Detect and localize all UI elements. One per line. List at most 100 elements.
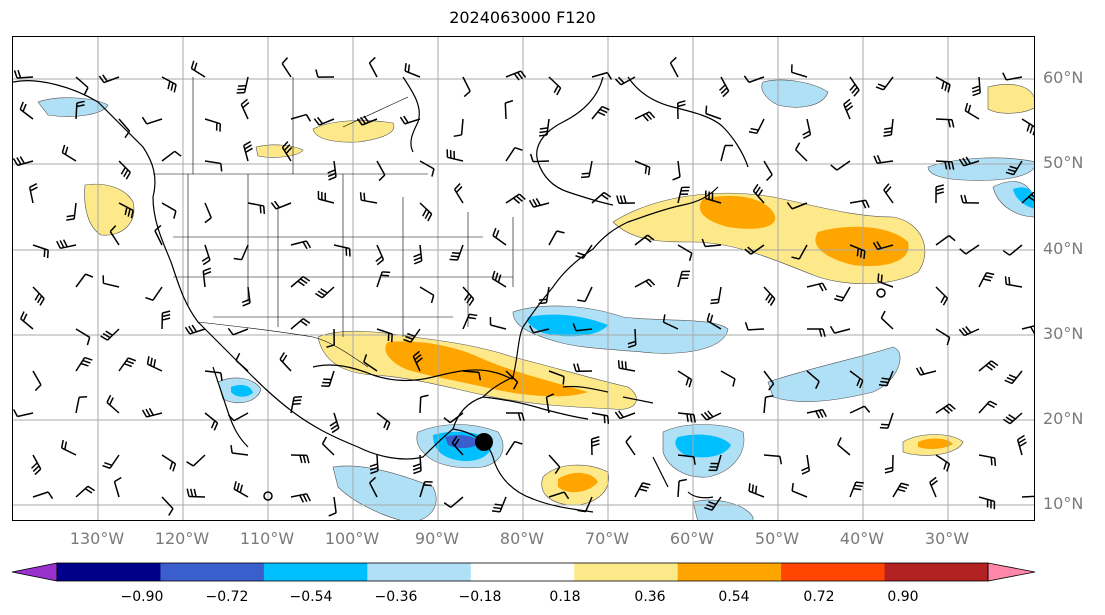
wind-barb: [958, 326, 980, 337]
colorbar-tick: −0.54: [289, 589, 333, 605]
wind-barb: [32, 286, 45, 306]
wind-barb: [505, 146, 523, 162]
wind-barb: [141, 407, 163, 418]
wind-barb: [290, 113, 312, 122]
wind-barb: [13, 409, 34, 418]
wind-barb: [204, 118, 222, 132]
wind-barb: [13, 156, 34, 167]
wind-barb: [118, 202, 134, 219]
wind-barb: [247, 202, 266, 214]
wind-barb: [705, 105, 722, 120]
wind-barb: [204, 412, 219, 431]
wind-barb: [752, 183, 765, 204]
wind-barb: [376, 160, 386, 182]
wind-barb: [971, 76, 981, 97]
wind-barb: [376, 328, 393, 343]
storm-center-marker: [475, 433, 493, 451]
wind-barb: [404, 63, 421, 78]
positive-anomaly-north-atlantic: [987, 84, 1034, 114]
wind-barb: [315, 286, 335, 299]
wind-barb: [327, 160, 337, 181]
positive-core-atlantic: [699, 195, 776, 229]
wind-barb: [786, 201, 808, 210]
wind-barb: [978, 360, 999, 372]
negative-anomaly-south-caribbean: [692, 499, 754, 520]
figure-title: 2024063000 F120: [449, 8, 596, 27]
lon-label-100w: 100°W: [324, 529, 380, 548]
wind-barb: [462, 286, 475, 307]
colorbar-bin: [57, 563, 161, 581]
calm-circle-marker-2: [263, 491, 273, 501]
wind-barb: [676, 100, 686, 120]
lon-label-120w: 120°W: [154, 529, 210, 548]
wind-barb: [102, 454, 120, 469]
positive-anomaly-pacific: [84, 183, 135, 236]
wind-barb: [614, 410, 636, 420]
wind-barb: [190, 60, 206, 78]
negative-anomaly-hudson: [761, 79, 829, 108]
wind-barb: [528, 325, 550, 334]
wind-barb: [368, 476, 378, 498]
wind-barb: [161, 150, 182, 162]
lon-label-90w: 90°W: [414, 529, 460, 548]
wind-barb: [281, 57, 292, 78]
wind-barb: [290, 275, 311, 288]
wind-barb: [849, 481, 864, 498]
wind-barb: [118, 357, 137, 372]
colorbar-tick: −0.36: [374, 589, 418, 605]
calm-circle-marker: [876, 288, 886, 298]
wind-barb: [669, 56, 679, 78]
colorbar-bin: [884, 563, 989, 581]
wind-barb: [801, 454, 811, 475]
colorbar-bin: [160, 563, 265, 581]
wind-barb: [161, 76, 177, 93]
wind-barb: [843, 98, 854, 120]
map-panel: [12, 36, 1035, 521]
wind-barb: [1021, 191, 1034, 204]
wind-barb: [375, 244, 385, 266]
wind-barb: [849, 370, 864, 389]
wind-barb: [577, 286, 593, 303]
wind-barb: [806, 408, 827, 419]
wind-barb: [317, 191, 335, 204]
wind-barb: [884, 454, 894, 474]
wind-barb: [548, 370, 565, 385]
lon-label-70w: 70°W: [584, 529, 630, 548]
wind-barb: [1021, 118, 1034, 136]
colorbar-bin: [470, 563, 575, 581]
wind-barb: [763, 286, 776, 306]
lon-label-50w: 50°W: [754, 529, 800, 548]
wind-barb: [548, 230, 565, 246]
wind-barb: [704, 190, 722, 204]
wind-barb: [625, 435, 636, 456]
wind-barb: [700, 410, 722, 421]
wind-barb: [720, 144, 734, 162]
wind-barb: [672, 160, 681, 181]
lat-label-20n: 20°N: [1043, 409, 1084, 428]
wind-barb: [892, 482, 910, 498]
wind-barb: [204, 160, 223, 172]
lon-label-110w: 110°W: [239, 529, 295, 548]
wind-barb: [634, 278, 656, 288]
wind-barb: [748, 483, 765, 498]
wind-barb: [790, 64, 808, 78]
wind-barb: [201, 244, 211, 266]
wind-barb: [591, 412, 610, 424]
wind-barb: [704, 496, 722, 511]
wind-barb: [829, 325, 851, 334]
wind-barb: [204, 370, 223, 381]
wind-barb: [56, 239, 77, 250]
wind-barb: [184, 324, 206, 335]
wind-barb: [462, 76, 471, 98]
wind-barb: [20, 311, 34, 330]
lon-label-60w: 60°W: [669, 529, 715, 548]
wind-barb: [935, 403, 956, 414]
wind-barb: [591, 71, 613, 80]
wind-barb: [240, 98, 250, 120]
colorbar-tick: −0.18: [458, 589, 502, 605]
wind-barb: [233, 244, 249, 261]
wind-barb: [581, 160, 593, 179]
wind-barb: [118, 160, 131, 180]
wind-barb: [419, 480, 433, 498]
